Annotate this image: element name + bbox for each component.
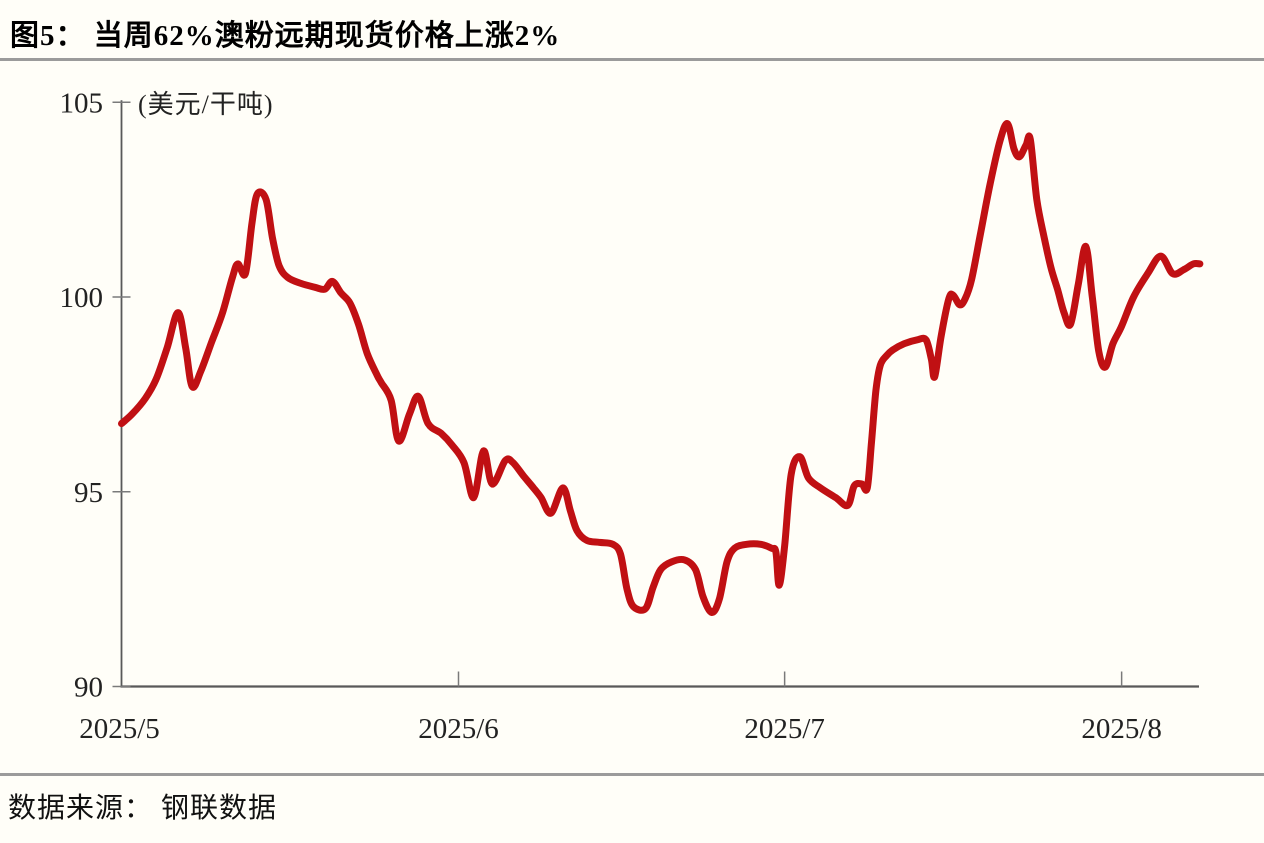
title-divider <box>0 58 1264 61</box>
price-line-series <box>118 120 1204 616</box>
y-tick-label: 105 <box>60 87 104 119</box>
x-tick-label: 2025/7 <box>744 713 825 745</box>
figure-title: 图5： 当周62%澳粉远期现货价格上涨2% <box>10 20 561 52</box>
data-source: 数据来源： 钢联数据 <box>8 793 278 824</box>
y-axis-labels: 90 95 100 105 <box>60 87 104 703</box>
x-tick-label: 2025/6 <box>418 713 499 745</box>
y-axis-unit-label: (美元/干吨) <box>138 90 274 119</box>
footer-divider <box>0 773 1264 776</box>
y-tick-label: 100 <box>60 282 104 314</box>
axis-ticks <box>112 101 1123 688</box>
x-tick-label: 2025/5 <box>79 713 160 745</box>
x-axis-labels: 2025/5 2025/6 2025/7 2025/8 <box>79 713 1162 745</box>
y-tick-label: 90 <box>74 672 103 704</box>
y-tick-label: 95 <box>74 477 103 509</box>
x-tick-label: 2025/8 <box>1081 713 1162 745</box>
axes <box>120 100 1199 688</box>
